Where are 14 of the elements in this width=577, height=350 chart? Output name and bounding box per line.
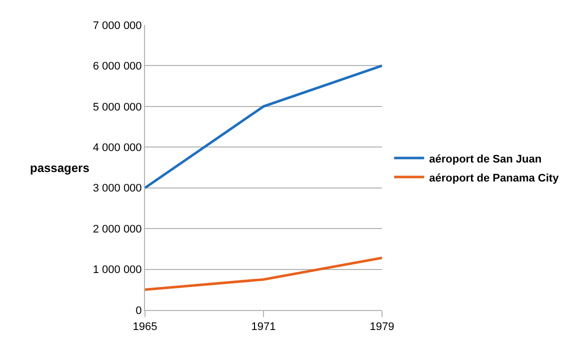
- y-tick-label: 5 000 000: [92, 101, 142, 114]
- x-tick-label: 1971: [251, 321, 276, 334]
- x-tick-label: 1979: [370, 321, 394, 334]
- y-tick-label: 1 000 000: [92, 264, 142, 276]
- y-tick-label: 4 000 000: [92, 142, 142, 154]
- legend-label: aéroport de San Juan: [429, 153, 542, 166]
- x-tick-label: 1965: [132, 321, 158, 334]
- legend-label: aéroport de Panama City: [429, 172, 560, 184]
- y-tick-label: 3 000 000: [92, 182, 142, 195]
- y-axis-title: passagers: [30, 161, 90, 175]
- y-tick-label: 0: [136, 304, 142, 317]
- y-tick-label: 6 000 000: [92, 60, 142, 73]
- y-tick-label: 7 000 000: [92, 20, 142, 32]
- y-tick-label: 2 000 000: [92, 223, 142, 236]
